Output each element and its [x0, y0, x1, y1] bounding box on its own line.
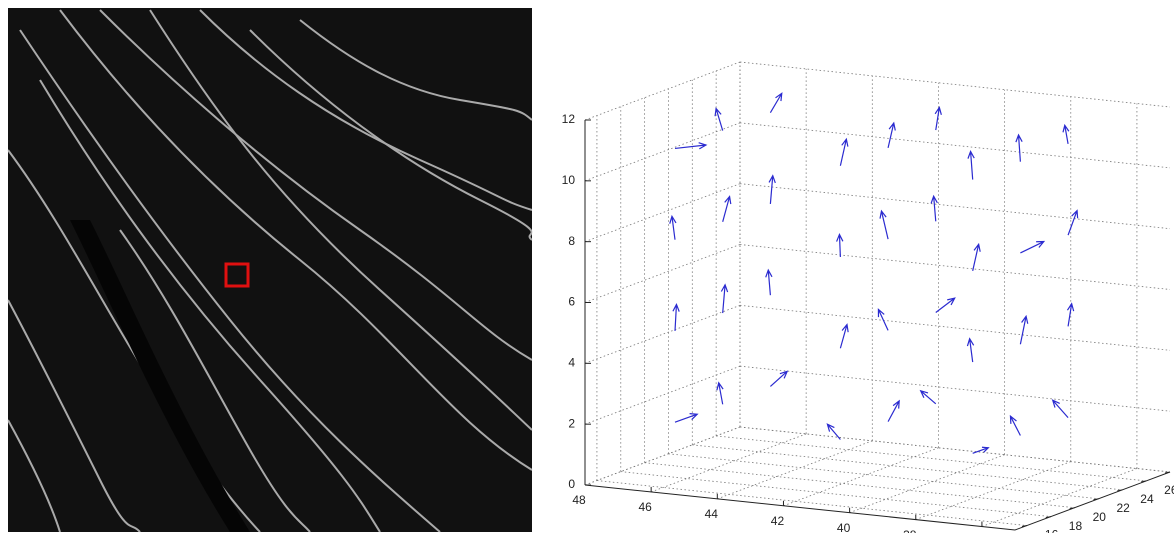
grid-line	[644, 462, 1075, 509]
arrow	[887, 399, 900, 422]
z-tick-label: 8	[568, 234, 575, 248]
y-tick	[1117, 489, 1123, 492]
z-tick-label: 0	[568, 477, 575, 491]
arrow	[1020, 240, 1046, 254]
grid-line	[584, 244, 741, 303]
arrow	[1067, 209, 1079, 236]
z-tick-label: 10	[562, 173, 576, 187]
y-tick-label: 22	[1116, 501, 1130, 515]
arrow	[765, 268, 773, 296]
grid-line	[981, 468, 1138, 527]
y-tick	[1093, 498, 1099, 501]
grid-line	[739, 61, 1171, 108]
arrow	[972, 242, 981, 271]
grid-line	[584, 365, 741, 425]
arrow	[930, 194, 938, 222]
z-tick-label: 4	[568, 356, 575, 370]
z-tick-label: 2	[568, 416, 575, 430]
grid-line	[668, 453, 1099, 500]
arrow	[1019, 314, 1029, 345]
grid-line	[739, 426, 1171, 473]
arrow	[1066, 302, 1075, 327]
y-tick-label: 16	[1045, 528, 1059, 533]
y-tick	[1021, 525, 1028, 528]
arrow	[839, 137, 849, 166]
x-tick-label: 40	[837, 521, 851, 533]
arrow	[720, 283, 729, 314]
arrow	[1051, 399, 1069, 419]
x-tick-label: 46	[638, 500, 652, 514]
z-tick-label: 6	[568, 295, 575, 309]
micrograph	[7, 8, 533, 533]
x-tick-label: 38	[903, 528, 917, 533]
x-tick-label: 42	[771, 514, 785, 528]
arrow	[935, 297, 956, 314]
grid-line	[739, 122, 1171, 169]
grid-line	[716, 435, 1147, 482]
arrow	[877, 308, 889, 331]
arrow	[887, 121, 896, 149]
grid-line	[584, 122, 741, 182]
y-tick-label: 18	[1069, 519, 1083, 533]
grid-line	[584, 304, 741, 364]
y-tick	[1141, 480, 1147, 483]
arrow	[1015, 133, 1023, 162]
arrow	[919, 389, 937, 405]
arrow	[716, 381, 724, 405]
arrow	[722, 195, 732, 222]
y-tick	[1069, 507, 1075, 510]
grid-line	[739, 183, 1171, 230]
arrow	[669, 214, 677, 240]
arrow	[674, 413, 699, 423]
arrow	[1062, 123, 1070, 144]
arrow	[967, 149, 975, 180]
grid-line	[584, 183, 741, 243]
y-tick	[1045, 516, 1051, 519]
arrow	[1009, 414, 1021, 436]
arrow	[934, 105, 942, 131]
grid-line	[739, 304, 1171, 351]
grid-line	[739, 365, 1171, 412]
arrow	[839, 323, 849, 349]
arrow	[826, 423, 841, 440]
arrow	[836, 232, 844, 257]
arrow	[714, 107, 724, 131]
grid-line	[596, 480, 1027, 526]
arrow	[674, 142, 708, 150]
arrow	[672, 302, 680, 331]
grid-line	[620, 471, 1051, 518]
arrow	[879, 209, 889, 240]
y-tick-label: 26	[1164, 483, 1174, 497]
roi-box	[224, 262, 250, 288]
arrow	[769, 92, 783, 114]
grid-line	[739, 244, 1171, 290]
arrow	[769, 370, 789, 387]
x-axis	[584, 484, 1016, 531]
y-tick	[1164, 471, 1171, 474]
dark-gap	[70, 220, 250, 532]
arrow	[972, 446, 990, 454]
arrow	[768, 174, 776, 205]
x-tick-label: 48	[572, 493, 586, 507]
y-tick-label: 24	[1140, 492, 1154, 506]
z-tick-label: 12	[562, 112, 576, 126]
y-tick-label: 20	[1093, 510, 1107, 524]
x-tick-label: 44	[705, 507, 719, 521]
grid-line	[692, 444, 1123, 491]
arrow	[966, 337, 975, 363]
